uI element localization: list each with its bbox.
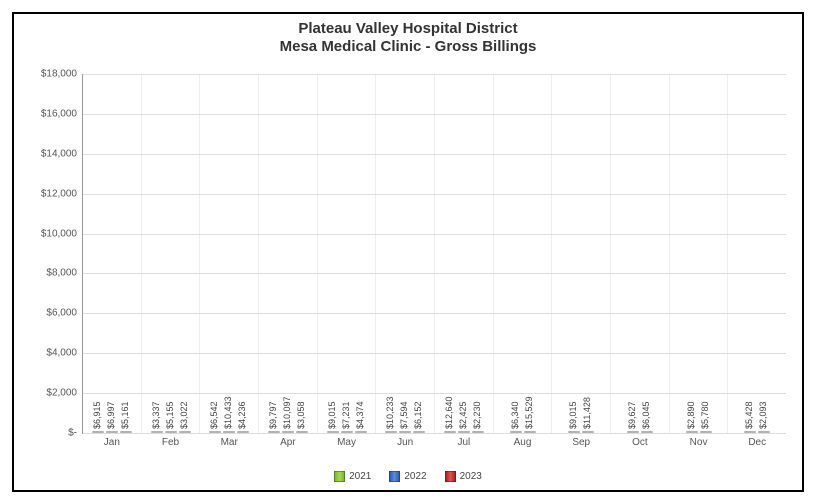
y-axis-label: $16,000 <box>25 108 77 119</box>
bar-value-label: $5,780 <box>700 401 710 429</box>
bar-value-label: $6,045 <box>641 401 651 429</box>
chart-border: Plateau Valley Hospital District Mesa Me… <box>12 12 804 492</box>
gridline <box>83 154 786 155</box>
bar-value-label: $3,337 <box>151 401 161 429</box>
category-group: $9,627$6,045Oct <box>611 74 670 433</box>
gridline <box>83 353 786 354</box>
bar-value-label: $6,915 <box>92 401 102 429</box>
y-axis-label: $2,000 <box>25 388 77 399</box>
legend: 2021 2022 2023 <box>14 471 802 482</box>
chart-title: Plateau Valley Hospital District Mesa Me… <box>14 20 802 56</box>
bar-value-label: $9,015 <box>327 401 337 429</box>
bar-value-label: $3,058 <box>296 401 306 429</box>
bar-value-label: $7,594 <box>399 401 409 429</box>
category-group: $2,890$5,780Nov <box>670 74 729 433</box>
bar-value-label: $2,890 <box>686 401 696 429</box>
y-axis-label: $12,000 <box>25 188 77 199</box>
y-axis-label: $18,000 <box>25 69 77 80</box>
bar-value-label: $12,640 <box>444 396 454 429</box>
bar-value-label: $9,627 <box>627 401 637 429</box>
bar-value-label: $9,015 <box>568 401 578 429</box>
y-axis-label: $6,000 <box>25 308 77 319</box>
gridline <box>83 234 786 235</box>
gridline <box>83 194 786 195</box>
bar-value-label: $6,152 <box>413 401 423 429</box>
bar-value-label: $4,374 <box>355 401 365 429</box>
legend-item: 2022 <box>389 471 426 482</box>
bar-value-label: $6,340 <box>510 401 520 429</box>
bar-value-label: $10,433 <box>223 396 233 429</box>
x-axis-label: Jul <box>435 433 493 448</box>
x-axis-label: Sep <box>552 433 610 448</box>
y-axis-label: $10,000 <box>25 228 77 239</box>
y-axis-label: $4,000 <box>25 348 77 359</box>
category-group: $9,015$7,231$4,374May <box>318 74 377 433</box>
y-axis-label: $- <box>25 428 77 439</box>
legend-item: 2021 <box>334 471 371 482</box>
x-axis-label: Aug <box>494 433 552 448</box>
bar-value-label: $3,022 <box>179 401 189 429</box>
category-group: $6,340$15,529Aug <box>494 74 553 433</box>
gridline <box>83 313 786 314</box>
x-axis-label: Nov <box>670 433 728 448</box>
x-axis-label: Jun <box>376 433 434 448</box>
gridline <box>83 393 786 394</box>
x-axis-label: Dec <box>728 433 786 448</box>
title-line1: Plateau Valley Hospital District <box>14 20 802 38</box>
legend-swatch <box>334 471 345 482</box>
bar-value-label: $6,997 <box>106 401 116 429</box>
bar-value-label: $5,161 <box>120 401 130 429</box>
x-axis-label: Jan <box>83 433 141 448</box>
category-group: $9,015$11,428Sep <box>552 74 611 433</box>
title-line2: Mesa Medical Clinic - Gross Billings <box>14 38 802 56</box>
gridline <box>83 433 786 434</box>
x-axis-label: Apr <box>259 433 317 448</box>
y-axis-label: $14,000 <box>25 148 77 159</box>
category-group: $6,542$10,433$4,236Mar <box>200 74 259 433</box>
legend-label: 2021 <box>349 471 371 482</box>
category-group: $10,233$7,594$6,152Jun <box>376 74 435 433</box>
x-axis-label: Mar <box>200 433 258 448</box>
bar-value-label: $15,529 <box>524 396 534 429</box>
legend-swatch <box>445 471 456 482</box>
bar-value-label: $2,425 <box>458 401 468 429</box>
x-axis-label: Feb <box>142 433 200 448</box>
gridline <box>83 273 786 274</box>
bar-value-label: $2,230 <box>472 401 482 429</box>
gridline <box>83 74 786 75</box>
bar-value-label: $4,236 <box>237 401 247 429</box>
category-group: $3,337$5,155$3,022Feb <box>142 74 201 433</box>
bar-value-label: $5,155 <box>165 401 175 429</box>
bar-value-label: $2,093 <box>758 401 768 429</box>
bar-value-label: $5,428 <box>744 401 754 429</box>
gridline <box>83 114 786 115</box>
legend-label: 2023 <box>460 471 482 482</box>
y-axis-label: $8,000 <box>25 268 77 279</box>
bar-value-label: $10,233 <box>385 396 395 429</box>
chart-frame: Plateau Valley Hospital District Mesa Me… <box>0 0 816 504</box>
x-axis-label: May <box>318 433 376 448</box>
bar-value-label: $11,428 <box>582 397 592 429</box>
category-group: $12,640$2,425$2,230Jul <box>435 74 494 433</box>
legend-label: 2022 <box>404 471 426 482</box>
bar-value-label: $10,097 <box>282 396 292 429</box>
legend-swatch <box>389 471 400 482</box>
bar-value-label: $9,797 <box>268 401 278 429</box>
bars-container: $6,915$6,997$5,161Jan$3,337$5,155$3,022F… <box>83 74 786 433</box>
bar-value-label: $6,542 <box>209 401 219 429</box>
category-group: $9,797$10,097$3,058Apr <box>259 74 318 433</box>
x-axis-label: Oct <box>611 433 669 448</box>
bar-value-label: $7,231 <box>341 401 351 429</box>
category-group: $5,428$2,093Dec <box>728 74 786 433</box>
category-group: $6,915$6,997$5,161Jan <box>83 74 142 433</box>
plot-area: $6,915$6,997$5,161Jan$3,337$5,155$3,022F… <box>82 74 786 434</box>
legend-item: 2023 <box>445 471 482 482</box>
